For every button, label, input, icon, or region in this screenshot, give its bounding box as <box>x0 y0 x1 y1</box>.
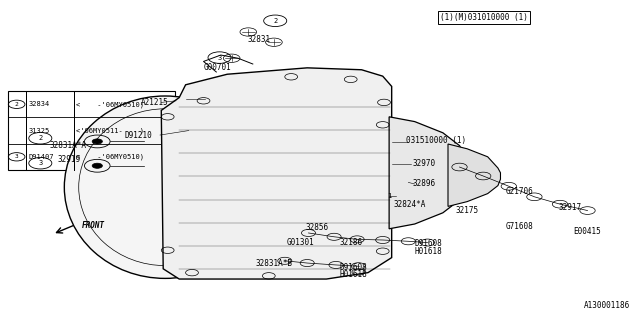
Text: H01618: H01618 <box>339 270 367 279</box>
Polygon shape <box>448 144 500 206</box>
Text: 2: 2 <box>15 102 19 107</box>
Text: D91407: D91407 <box>28 154 54 160</box>
Circle shape <box>92 163 102 168</box>
Text: G21706: G21706 <box>506 188 533 196</box>
Text: G71608: G71608 <box>506 222 533 231</box>
Text: 32834: 32834 <box>28 101 49 107</box>
Text: 3: 3 <box>38 160 42 166</box>
Text: 32831: 32831 <box>248 36 271 44</box>
Text: A130001186: A130001186 <box>584 301 630 310</box>
Text: D91608: D91608 <box>415 239 442 248</box>
Polygon shape <box>389 117 467 229</box>
Text: 2: 2 <box>273 18 277 24</box>
Text: 031510000 (1): 031510000 (1) <box>406 136 467 145</box>
Text: FRONT: FRONT <box>82 221 105 230</box>
Text: 32917: 32917 <box>558 204 581 212</box>
Text: D91210: D91210 <box>125 132 152 140</box>
Text: 32970: 32970 <box>413 159 436 168</box>
Text: 32186: 32186 <box>339 238 362 247</box>
Text: 32831A*A: 32831A*A <box>50 141 87 150</box>
Text: <    -'06MY0510): < -'06MY0510) <box>76 154 143 160</box>
Text: H01618: H01618 <box>415 247 442 256</box>
Ellipse shape <box>65 96 266 278</box>
Text: G01301: G01301 <box>287 238 314 247</box>
Text: <    -'06MY0510): < -'06MY0510) <box>76 101 143 108</box>
Circle shape <box>92 139 102 144</box>
Text: (1)(M)031010000 (1): (1)(M)031010000 (1) <box>440 13 528 22</box>
Text: 32896: 32896 <box>413 180 436 188</box>
Text: 3: 3 <box>218 55 221 60</box>
Text: 32831A*B: 32831A*B <box>256 259 293 268</box>
Text: 2: 2 <box>38 135 42 141</box>
Text: 1: 1 <box>387 193 391 199</box>
Text: 32856: 32856 <box>306 223 329 232</box>
Text: G00701: G00701 <box>204 63 232 72</box>
Text: 32919: 32919 <box>58 156 81 164</box>
Text: 31325: 31325 <box>28 128 49 133</box>
Text: 3: 3 <box>15 154 19 159</box>
Text: 32175: 32175 <box>456 206 479 215</box>
Text: 32824*A: 32824*A <box>394 200 426 209</box>
Text: D91608: D91608 <box>339 263 367 272</box>
Text: E00415: E00415 <box>573 227 601 236</box>
Text: A21215: A21215 <box>141 98 168 107</box>
Polygon shape <box>161 68 392 279</box>
Text: <'06MY0511-    ): <'06MY0511- ) <box>76 127 143 134</box>
